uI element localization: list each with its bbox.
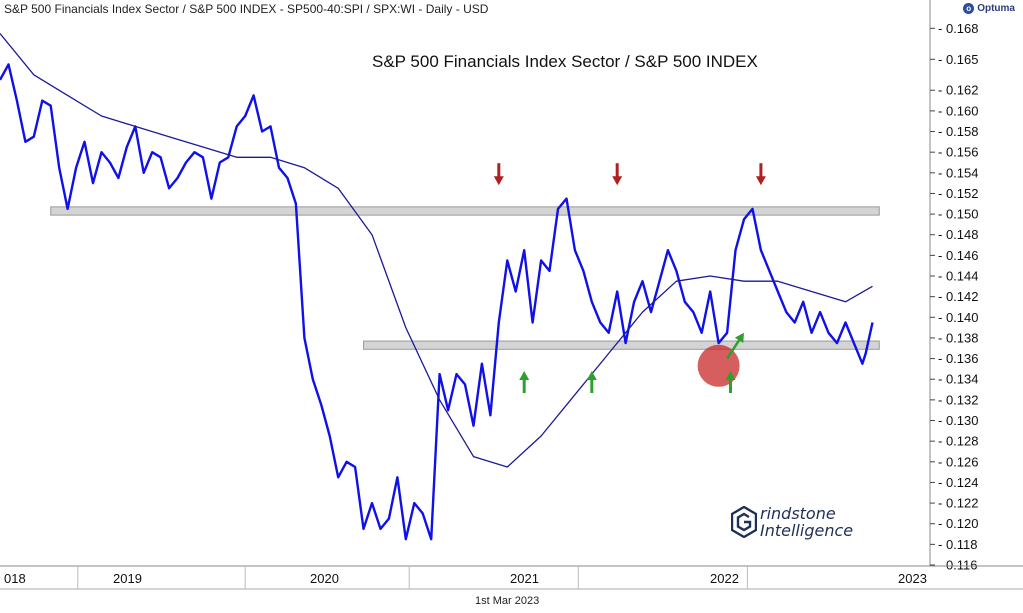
- y-tick-label: - 0.150: [938, 207, 978, 222]
- y-tick-label: - 0.152: [938, 186, 978, 201]
- diagonal-arrow-head: [734, 332, 744, 344]
- up-arrow-head: [586, 370, 597, 380]
- x-tick-label: 2021: [510, 571, 539, 586]
- y-tick-label: - 0.130: [938, 413, 978, 428]
- y-tick-label: - 0.132: [938, 392, 978, 407]
- y-tick-label: - 0.165: [938, 52, 978, 67]
- chart-title: S&P 500 Financials Index Sector / S&P 50…: [372, 52, 758, 71]
- x-tick-label: 2023: [898, 571, 927, 586]
- y-tick-label: - 0.134: [938, 372, 978, 387]
- y-tick-label: - 0.160: [938, 103, 978, 118]
- down-arrow-head: [755, 176, 766, 186]
- y-tick-label: - 0.118: [938, 537, 978, 552]
- y-tick-label: - 0.120: [938, 516, 978, 531]
- down-arrow-icon: [755, 163, 766, 186]
- grindstone-hex-icon: [731, 506, 757, 538]
- grindstone-logo: rindstone Intelligence: [731, 505, 853, 539]
- y-tick-label: - 0.116: [938, 558, 978, 573]
- chart-header: S&P 500 Financials Index Sector / S&P 50…: [4, 2, 489, 16]
- brand-name: Optuma: [977, 3, 1015, 14]
- logo-text-line1: rindstone: [760, 504, 836, 523]
- date-label: 1st Mar 2023: [475, 595, 540, 607]
- up-arrow-icon: [519, 370, 530, 393]
- moving-average-line: [0, 33, 873, 468]
- y-tick-label: - 0.158: [938, 124, 978, 139]
- diagonal-up-arrow-icon: [726, 332, 744, 360]
- price-line: [0, 63, 874, 541]
- support-band: [363, 340, 880, 350]
- y-tick-label: - 0.162: [938, 83, 978, 98]
- resistance-band: [50, 206, 880, 216]
- y-tick-label: - 0.128: [938, 434, 978, 449]
- x-tick-label: 2022: [710, 571, 739, 586]
- x-tick-label: 2020: [310, 571, 339, 586]
- y-tick-label: - 0.136: [938, 351, 978, 366]
- down-arrow-shaft: [759, 163, 763, 178]
- up-arrow-icon: [725, 370, 736, 393]
- y-tick-label: - 0.146: [938, 248, 978, 263]
- y-tick-label: - 0.140: [938, 310, 978, 325]
- down-arrow-icon: [493, 163, 504, 186]
- up-arrow-shaft: [590, 378, 594, 393]
- y-tick-label: - 0.148: [938, 227, 978, 242]
- y-tick-label: - 0.126: [938, 454, 978, 469]
- optuma-logo-icon: o: [963, 3, 975, 14]
- up-arrow-head: [725, 370, 736, 380]
- down-arrow-head: [612, 176, 623, 186]
- y-tick-label: - 0.168: [938, 21, 978, 36]
- optuma-brand: o Optuma: [963, 3, 1015, 14]
- up-arrow-shaft: [728, 378, 732, 393]
- up-arrow-icon: [586, 370, 597, 393]
- x-tick-label: 018: [4, 571, 26, 586]
- y-tick-label: - 0.144: [938, 269, 978, 284]
- y-tick-label: - 0.124: [938, 475, 978, 490]
- up-arrow-head: [519, 370, 530, 380]
- y-tick-label: - 0.154: [938, 165, 978, 180]
- y-tick-label: - 0.138: [938, 330, 978, 345]
- logo-text-line2: Intelligence: [760, 521, 854, 540]
- y-tick-label: - 0.142: [938, 289, 978, 304]
- diagonal-arrow-shaft: [726, 337, 742, 360]
- x-tick-label: 2019: [113, 571, 142, 586]
- down-arrow-shaft: [615, 163, 619, 178]
- y-tick-label: - 0.122: [938, 496, 978, 511]
- down-arrow-head: [493, 176, 504, 186]
- down-arrow-icon: [612, 163, 623, 186]
- y-tick-label: - 0.156: [938, 145, 978, 160]
- up-arrow-shaft: [522, 378, 526, 393]
- down-arrow-shaft: [497, 163, 501, 178]
